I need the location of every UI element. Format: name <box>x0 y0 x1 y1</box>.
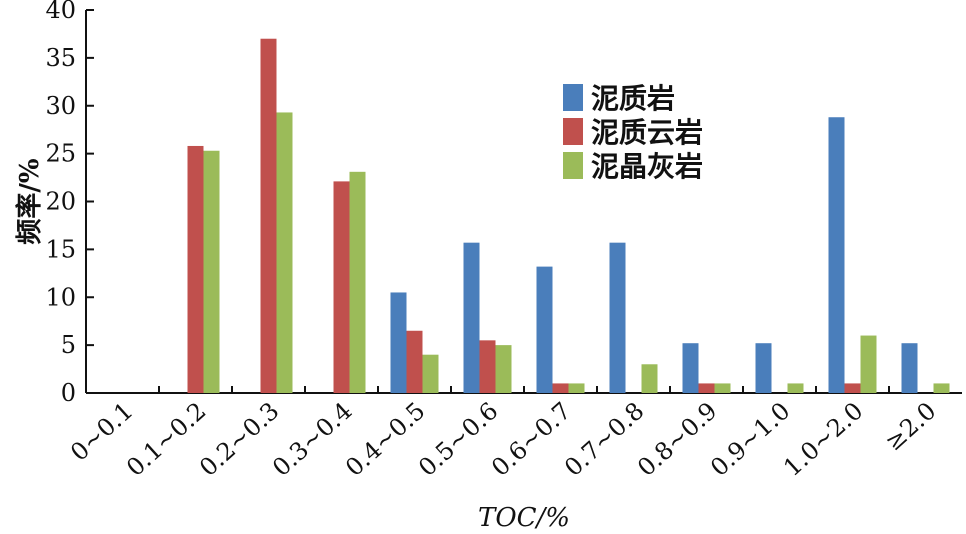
x-tick-label: 0.3~0.4 <box>267 397 357 482</box>
bar <box>828 117 845 394</box>
x-tick-label: 0.4~0.5 <box>340 397 430 482</box>
bar <box>641 364 658 393</box>
bars <box>187 38 950 394</box>
bar <box>698 383 715 393</box>
legend-swatch <box>563 84 583 111</box>
bar <box>349 171 366 393</box>
bar <box>901 343 918 393</box>
bar <box>260 38 277 393</box>
bar <box>682 343 699 393</box>
bar <box>390 292 407 393</box>
bar <box>479 340 496 393</box>
y-tick-label: 40 <box>45 0 76 24</box>
y-tick-label: 35 <box>45 44 76 72</box>
y-tick-labels: 0 5 10 15 20 25 30 35 40 <box>45 0 76 407</box>
bar <box>787 383 804 393</box>
bar <box>714 383 731 393</box>
bar <box>406 330 423 393</box>
y-tick-label: 30 <box>45 92 76 120</box>
y-tick-label: 15 <box>45 235 76 263</box>
legend-label: 泥质云岩 <box>591 116 703 149</box>
x-tick-label: 0.2~0.3 <box>194 397 284 482</box>
bar <box>755 343 772 393</box>
x-axis-title: TOC/% <box>478 503 570 533</box>
x-tick-label: 0.5~0.6 <box>413 397 503 482</box>
legend-swatch <box>563 118 583 145</box>
bar <box>463 242 480 393</box>
x-tick-label: 1.0~2.0 <box>778 397 868 482</box>
bar <box>187 145 204 393</box>
bar <box>860 335 877 393</box>
x-tick-label: ≥2.0 <box>879 397 941 457</box>
y-tick-label: 20 <box>45 188 76 216</box>
bar <box>844 383 861 393</box>
bar <box>568 383 585 393</box>
x-tick-label: 0.9~1.0 <box>705 397 795 482</box>
bar <box>536 266 553 393</box>
x-tick-label: 0.1~0.2 <box>121 397 211 482</box>
y-tick-label: 5 <box>61 331 76 359</box>
x-tick-label: 0.7~0.8 <box>559 397 649 482</box>
axes <box>85 9 962 394</box>
bar <box>609 242 626 393</box>
x-tick-label: 0.8~0.9 <box>632 397 722 482</box>
x-tick-labels: 0~0.10.1~0.20.2~0.30.3~0.40.4~0.50.5~0.6… <box>65 397 941 482</box>
bar <box>495 345 512 393</box>
bar <box>422 354 439 393</box>
bar <box>552 383 569 393</box>
bar <box>276 112 293 393</box>
x-tick-label: 0.6~0.7 <box>486 397 576 482</box>
y-tick-label: 10 <box>45 283 76 311</box>
bar <box>933 383 950 393</box>
legend-swatch <box>563 152 583 179</box>
legend-label: 泥质岩 <box>591 82 675 115</box>
legend-label: 泥晶灰岩 <box>591 150 703 183</box>
y-tick-label: 25 <box>45 140 76 168</box>
y-axis-title: 频率/% <box>14 158 45 244</box>
y-tick-label: 0 <box>61 379 76 407</box>
bar <box>203 150 220 393</box>
bar <box>333 181 350 393</box>
